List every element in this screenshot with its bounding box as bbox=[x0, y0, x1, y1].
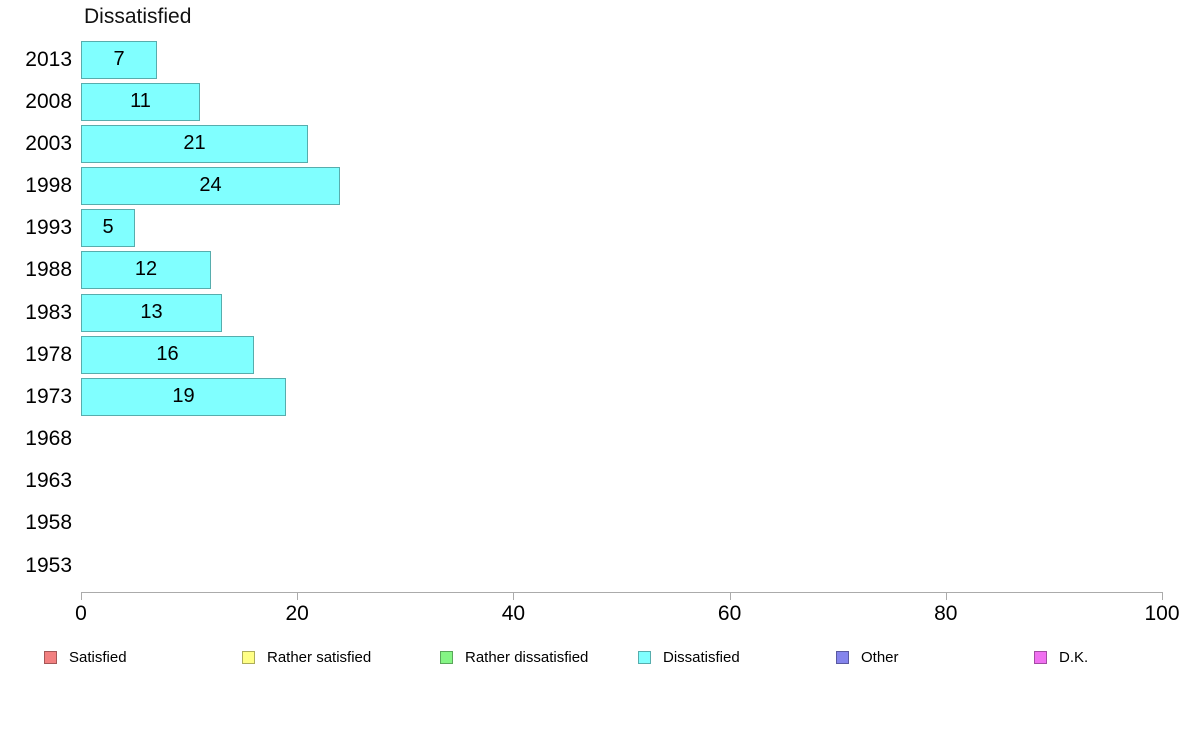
y-axis-category-label: 2003 bbox=[25, 131, 72, 155]
legend-swatch-icon bbox=[638, 651, 651, 664]
x-axis-tick-label: 20 bbox=[285, 602, 309, 625]
y-axis-category-label: 1953 bbox=[25, 553, 72, 577]
bar-value-label: 5 bbox=[102, 216, 114, 239]
x-axis-tick bbox=[81, 592, 82, 600]
x-axis-line bbox=[81, 592, 1163, 593]
y-axis-category-label: 1968 bbox=[25, 427, 72, 451]
legend-swatch-icon bbox=[44, 651, 57, 664]
y-axis-category-label: 1998 bbox=[25, 174, 72, 197]
bar bbox=[81, 124, 308, 163]
y-axis-category-label: 2013 bbox=[25, 47, 72, 71]
bar bbox=[81, 251, 211, 290]
x-axis-tick bbox=[1162, 592, 1163, 600]
x-axis-tick bbox=[513, 592, 515, 600]
bar bbox=[81, 209, 135, 248]
x-axis-tick-label: 60 bbox=[717, 602, 742, 625]
y-axis-category-label: 2008 bbox=[25, 89, 72, 113]
x-axis-tick bbox=[297, 592, 299, 600]
bar bbox=[81, 167, 340, 205]
bar-value-label: 24 bbox=[199, 174, 222, 196]
bar-value-label: 19 bbox=[172, 384, 195, 407]
legend-label: Rather dissatisfied bbox=[465, 649, 589, 666]
legend-swatch-icon bbox=[1034, 651, 1047, 664]
legend-swatch-icon bbox=[440, 651, 453, 664]
legend-label: Satisfied bbox=[69, 649, 127, 666]
x-axis-tick-label: 40 bbox=[501, 602, 526, 625]
y-axis-category-label: 1988 bbox=[25, 258, 72, 282]
x-axis-tick-label: 0 bbox=[75, 602, 87, 625]
y-axis-category-label: 1978 bbox=[25, 342, 72, 366]
y-axis-category-label: 1963 bbox=[25, 469, 72, 493]
bar-value-label: 7 bbox=[113, 47, 125, 70]
x-axis-tick-label: 100 bbox=[1144, 602, 1180, 625]
legend-label: D.K. bbox=[1059, 649, 1089, 666]
legend-swatch-icon bbox=[836, 651, 849, 664]
y-axis-category-label: 1993 bbox=[25, 216, 72, 240]
legend-label: Other bbox=[861, 649, 899, 666]
bar-value-label: 11 bbox=[130, 89, 151, 112]
x-axis-tick-label: 80 bbox=[934, 602, 958, 625]
y-axis-category-label: 1983 bbox=[25, 300, 72, 324]
bar bbox=[81, 377, 286, 416]
x-axis-tick bbox=[945, 592, 947, 600]
bar-value-label: 12 bbox=[134, 258, 158, 281]
chart-title: Dissatisfied bbox=[84, 5, 192, 28]
bar-value-label: 13 bbox=[140, 300, 163, 323]
legend-label: Dissatisfied bbox=[663, 649, 740, 666]
legend-swatch-icon bbox=[242, 651, 255, 664]
y-axis-category-label: 1958 bbox=[25, 511, 72, 535]
bar bbox=[81, 40, 157, 79]
bar-value-label: 16 bbox=[156, 342, 179, 365]
bar bbox=[81, 335, 254, 374]
legend-label: Rather satisfied bbox=[267, 649, 372, 666]
bar bbox=[81, 293, 222, 332]
bar-value-label: 21 bbox=[183, 131, 206, 154]
y-axis-category-label: 1973 bbox=[25, 384, 72, 408]
x-axis-tick bbox=[729, 592, 731, 600]
bar bbox=[81, 82, 200, 121]
